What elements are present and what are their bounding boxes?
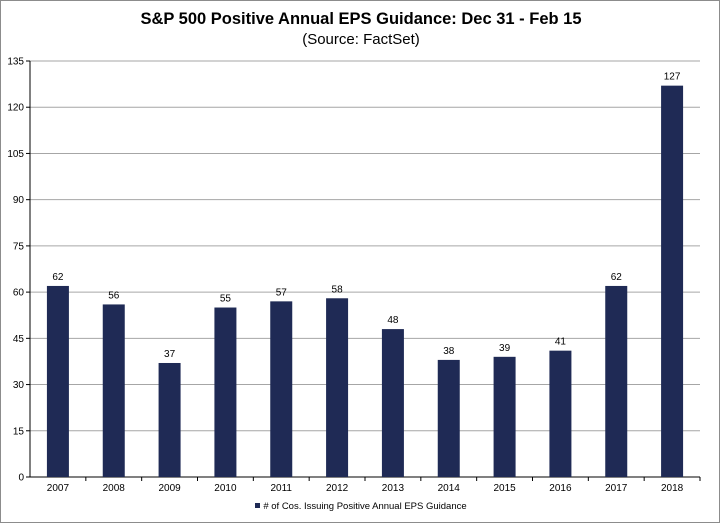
- bar-value-label: 41: [555, 337, 567, 348]
- bar: [46, 285, 69, 477]
- legend-label: # of Cos. Issuing Positive Annual EPS Gu…: [263, 501, 467, 512]
- x-tick-label: 2008: [103, 483, 126, 494]
- x-tick-label: 2013: [382, 483, 405, 494]
- bar-value-label: 62: [52, 272, 64, 283]
- y-tick-label: 45: [13, 334, 25, 345]
- bar: [549, 350, 572, 477]
- y-tick-label: 15: [13, 426, 25, 437]
- x-tick-label: 2010: [214, 483, 237, 494]
- x-tick-label: 2017: [605, 483, 628, 494]
- x-tick-label: 2014: [438, 483, 461, 494]
- bar-value-label: 37: [164, 349, 176, 360]
- bar-value-label: 39: [499, 343, 511, 354]
- bar-value-label: 48: [387, 315, 399, 326]
- y-tick-label: 135: [7, 57, 24, 68]
- x-tick-label: 2012: [326, 483, 349, 494]
- x-tick-label: 2007: [47, 483, 70, 494]
- y-tick-label: 90: [13, 195, 25, 206]
- y-tick-label: 0: [18, 473, 24, 484]
- y-tick-label: 105: [7, 149, 24, 160]
- x-tick-label: 2009: [158, 483, 181, 494]
- bar-value-label: 58: [332, 284, 344, 295]
- bar-value-label: 56: [108, 290, 120, 301]
- bar: [158, 362, 181, 477]
- y-tick-label: 30: [13, 380, 25, 391]
- bar-value-label: 55: [220, 294, 232, 305]
- bar-value-label: 38: [443, 346, 455, 357]
- bar: [493, 356, 516, 477]
- x-tick-label: 2018: [661, 483, 684, 494]
- legend-swatch: [255, 502, 261, 508]
- x-tick-label: 2016: [549, 483, 572, 494]
- bar: [661, 85, 684, 477]
- bar: [437, 359, 460, 477]
- bar: [605, 285, 628, 477]
- legend: # of Cos. Issuing Positive Annual EPS Gu…: [1, 501, 720, 512]
- bar: [381, 329, 404, 477]
- chart-subtitle: (Source: FactSet): [302, 31, 420, 48]
- y-tick-label: 60: [13, 288, 25, 299]
- bar: [214, 307, 237, 477]
- bar: [326, 298, 349, 477]
- bar-value-label: 62: [611, 272, 623, 283]
- y-tick-label: 120: [7, 103, 24, 114]
- bar: [270, 301, 293, 477]
- x-tick-label: 2015: [493, 483, 516, 494]
- x-tick-label: 2011: [270, 483, 292, 494]
- bar-value-label: 57: [276, 287, 288, 298]
- chart-title: S&P 500 Positive Annual EPS Guidance: De…: [140, 10, 582, 28]
- bar-value-label: 127: [664, 72, 681, 83]
- bar: [102, 304, 125, 477]
- y-tick-label: 75: [13, 241, 25, 252]
